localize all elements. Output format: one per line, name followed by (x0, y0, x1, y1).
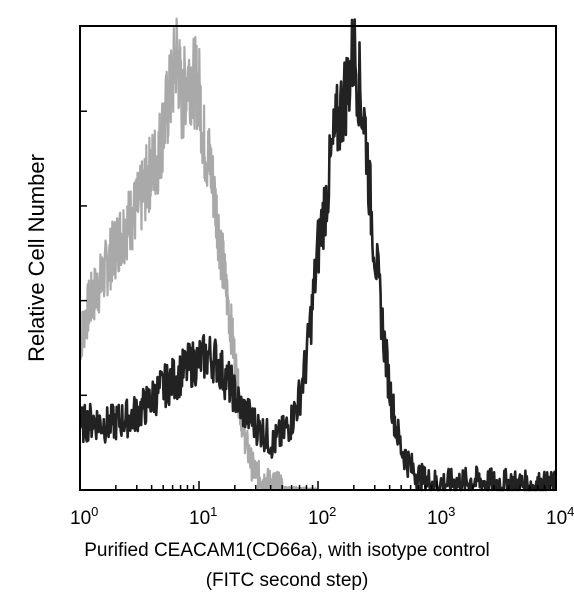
x-tick-label: 104 (546, 504, 574, 529)
ceacam1-trace (78, 18, 558, 492)
x-axis-ticks (79, 481, 557, 490)
series-layer (78, 17, 558, 492)
x-axis-label-line-2: (FITC second step) (206, 570, 369, 591)
x-axis-label-line-1: Purified CEACAM1(CD66a), with isotype co… (84, 540, 490, 561)
isotype-control-trace (78, 17, 319, 492)
x-tick-label: 101 (189, 504, 217, 529)
y-axis-label: Relative Cell Number (24, 154, 49, 362)
x-axis-tick-labels: 100 101 102 103 104 (70, 504, 574, 529)
y-axis-ticks (80, 110, 87, 397)
x-tick-label: 102 (308, 504, 336, 529)
x-tick-label: 103 (427, 504, 455, 529)
x-tick-label: 100 (70, 504, 98, 529)
